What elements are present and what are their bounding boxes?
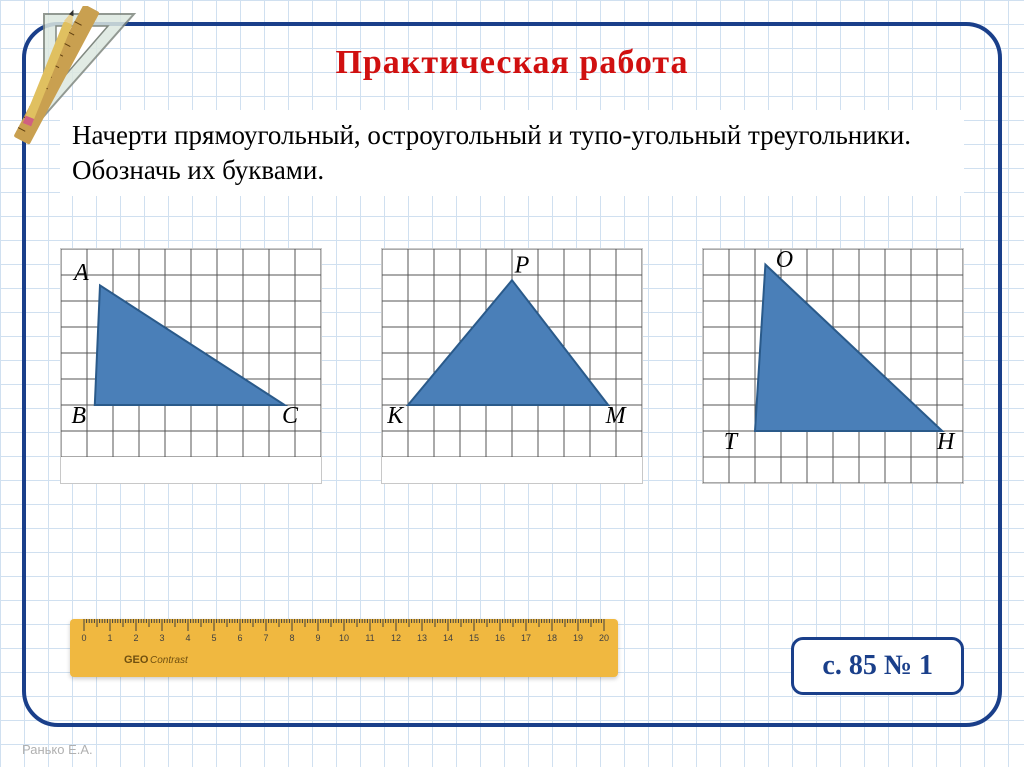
triangle-acute: Р К М	[381, 248, 643, 484]
svg-text:5: 5	[211, 633, 216, 643]
svg-text:4: 4	[185, 633, 190, 643]
svg-text:С: С	[282, 403, 299, 429]
svg-text:11: 11	[365, 633, 374, 643]
svg-text:Н: Н	[936, 429, 956, 455]
svg-text:19: 19	[573, 633, 583, 643]
task-text: Начерти прямоугольный, остроугольный и т…	[60, 110, 964, 196]
svg-text:А: А	[72, 260, 89, 286]
svg-text:GEO: GEO	[124, 654, 149, 666]
svg-text:16: 16	[495, 633, 505, 643]
svg-text:3: 3	[159, 633, 164, 643]
svg-text:15: 15	[469, 633, 479, 643]
svg-text:12: 12	[391, 633, 401, 643]
page-reference: с. 85 № 1	[791, 637, 964, 695]
svg-text:Contrast: Contrast	[150, 655, 189, 666]
triangles-row: А В С Р К М О Т Н	[60, 248, 964, 484]
svg-text:О: О	[776, 249, 793, 273]
triangle-right: А В С	[60, 248, 322, 484]
svg-text:Т: Т	[724, 429, 739, 455]
svg-text:7: 7	[263, 633, 268, 643]
svg-text:14: 14	[443, 633, 453, 643]
svg-text:13: 13	[417, 633, 427, 643]
svg-text:9: 9	[315, 633, 320, 643]
svg-text:Р: Р	[514, 252, 530, 278]
svg-text:8: 8	[289, 633, 294, 643]
svg-text:6: 6	[237, 633, 242, 643]
horizontal-ruler: 01234567891011121314151617181920GEOContr…	[70, 619, 618, 677]
svg-text:20: 20	[599, 633, 609, 643]
svg-text:0: 0	[81, 633, 86, 643]
svg-text:18: 18	[547, 633, 557, 643]
triangle-obtuse: О Т Н	[702, 248, 964, 484]
svg-text:2: 2	[133, 633, 138, 643]
svg-text:17: 17	[521, 633, 531, 643]
svg-text:1: 1	[107, 633, 112, 643]
svg-text:10: 10	[339, 633, 349, 643]
svg-text:В: В	[71, 403, 86, 429]
svg-text:М: М	[605, 403, 628, 429]
svg-text:К: К	[386, 403, 405, 429]
author-credit: Ранько Е.А.	[22, 742, 93, 757]
slide-title: Практическая работа	[0, 44, 1024, 82]
